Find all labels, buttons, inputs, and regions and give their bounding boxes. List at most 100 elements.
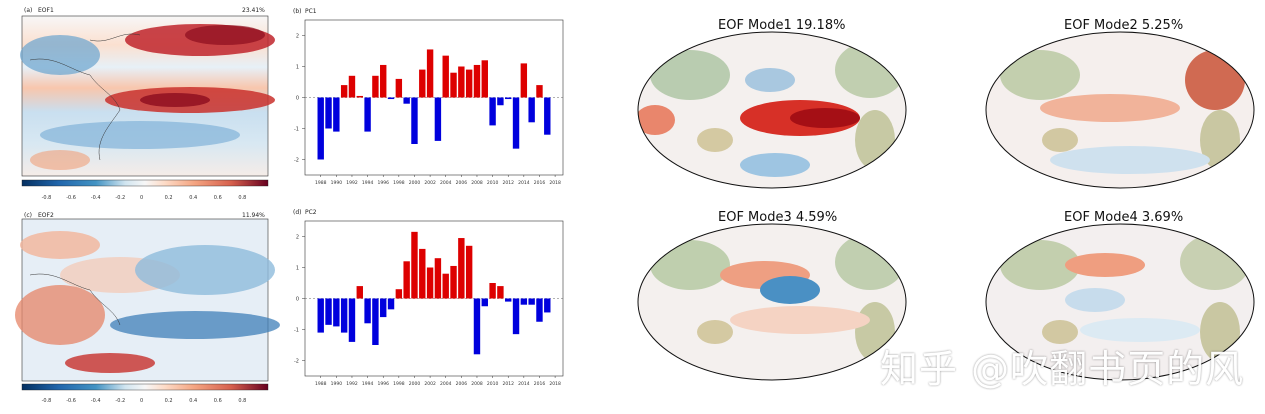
x-tick-label: 2000: [409, 180, 421, 186]
colorbar-tick-label: 0.6: [213, 195, 222, 201]
bar-1992: [348, 298, 356, 342]
colorbar-tick-label: -0.4: [90, 398, 101, 404]
bar-2007: [465, 245, 473, 299]
bar-2006: [458, 238, 465, 299]
bar-2012: [505, 97, 512, 100]
bar-1993: [356, 95, 363, 98]
bar-2013: [512, 97, 520, 149]
eof2-panel-label: (c): [24, 212, 32, 219]
bar-2003: [434, 258, 442, 299]
bar-1988: [317, 97, 324, 160]
bar-2010: [489, 97, 496, 126]
x-tick-label: 1996: [377, 381, 389, 387]
colorbar-tick-label: 0: [140, 398, 144, 404]
colorbar-tick-label: 0.8: [238, 195, 247, 201]
x-tick-label: 1994: [362, 381, 374, 387]
x-tick-label: 2002: [424, 180, 436, 186]
x-tick-label: 2008: [471, 381, 483, 387]
bar-2016: [536, 298, 543, 322]
bar-2013: [512, 298, 520, 335]
colorbar-tick-label: 0: [140, 195, 144, 201]
y-tick-label: 1: [296, 266, 299, 272]
x-tick-label: 2002: [424, 381, 436, 387]
colorbar-tick-label: 0.2: [164, 398, 173, 404]
global-mode3-map: [638, 224, 906, 380]
global-mode3-title: EOF Mode3 4.59%: [718, 210, 838, 225]
bar-2000: [411, 97, 418, 144]
pc1-panel-label: (b): [293, 8, 302, 15]
eof2-map: [15, 218, 280, 391]
x-tick-label: 2018: [549, 180, 561, 186]
colorbar-tick-label: 0.4: [189, 398, 198, 404]
colorbar-tick-label: 0.8: [238, 398, 247, 404]
pc1-bar-chart: 2 1 0 -1 -2 1988 1990 1992 1994 1996 1998 2000 2002 2…: [294, 19, 564, 186]
global-mode4-title: EOF Mode4 3.69%: [1064, 210, 1184, 225]
bar-1993: [356, 286, 363, 299]
bar-1999: [403, 261, 410, 299]
bar-2008: [473, 298, 481, 355]
bar-2009: [481, 298, 488, 307]
bar-1992: [348, 75, 356, 98]
bar-1997: [387, 298, 395, 310]
x-tick-label: 2004: [440, 381, 452, 387]
x-tick-label: 2018: [549, 381, 561, 387]
bar-1991: [340, 85, 348, 98]
global-mode1-title: EOF Mode1 19.18%: [718, 18, 846, 33]
bar-1998: [395, 78, 403, 98]
x-tick-label: 2004: [440, 180, 452, 186]
x-tick-label: 1998: [393, 180, 405, 186]
bar-2014: [520, 63, 528, 98]
colorbar-tick-label: -0.8: [41, 195, 52, 201]
eof1-panel-name: EOF1: [38, 7, 54, 14]
x-tick-label: 2016: [534, 180, 546, 186]
bar-2005: [450, 265, 457, 299]
y-tick-label: -1: [294, 328, 299, 334]
bar-2000: [411, 231, 418, 299]
y-tick-label: 2: [296, 34, 299, 40]
colorbar-tick-label: -0.2: [115, 398, 126, 404]
x-tick-label: 1992: [346, 381, 358, 387]
x-tick-label: 1996: [377, 180, 389, 186]
x-tick-label: 1988: [315, 381, 327, 387]
bar-1995: [372, 298, 379, 345]
x-tick-label: 1990: [331, 381, 343, 387]
x-tick-label: 2010: [487, 381, 499, 387]
y-tick-label: 0: [296, 96, 299, 102]
x-tick-label: 2000: [409, 381, 421, 387]
colorbar-tick-label: -0.2: [115, 195, 126, 201]
x-tick-label: 1990: [331, 180, 343, 186]
pc1-panel: (b) PC1 2 1 0 -1 -2 1988 1990 1992 1994 1996 1998 2…: [285, 0, 575, 200]
bar-2001: [419, 69, 426, 98]
eof2-panel-name: EOF2: [38, 212, 54, 219]
eof1-variance: 23.41%: [242, 7, 265, 14]
bar-2001: [419, 248, 426, 299]
colorbar-tick-label: 0.2: [164, 195, 173, 201]
pc2-panel-name: PC2: [305, 209, 317, 216]
colorbar-tick-label: -0.4: [90, 195, 101, 201]
bar-1996: [380, 64, 387, 98]
bar-2002: [426, 267, 434, 299]
eof1-panel-label: (a): [24, 7, 33, 14]
bar-1989: [325, 298, 332, 325]
x-tick-label: 2006: [456, 180, 468, 186]
x-tick-label: 2012: [502, 180, 514, 186]
x-tick-label: 2010: [487, 180, 499, 186]
bar-2015: [528, 97, 535, 123]
y-tick-label: 2: [296, 235, 299, 241]
bar-2016: [536, 85, 543, 98]
bar-2011: [497, 97, 504, 106]
x-tick-label: 1988: [315, 180, 327, 186]
bar-2004: [442, 273, 449, 299]
eof1-map-panel: (a) EOF1 23.41%: [0, 0, 280, 205]
x-tick-label: 2008: [471, 180, 483, 186]
x-tick-label: 2016: [534, 381, 546, 387]
bar-1991: [340, 298, 348, 333]
global-mode1-map: [638, 32, 906, 188]
x-tick-label: 2014: [518, 180, 530, 186]
watermark: 知乎 @吹翻书页的风: [880, 347, 1245, 391]
y-tick-label: -2: [294, 359, 299, 365]
y-tick-label: -2: [294, 158, 299, 164]
bar-1990: [333, 97, 340, 132]
eof2-variance: 11.94%: [242, 212, 265, 219]
bar-2004: [442, 55, 449, 98]
